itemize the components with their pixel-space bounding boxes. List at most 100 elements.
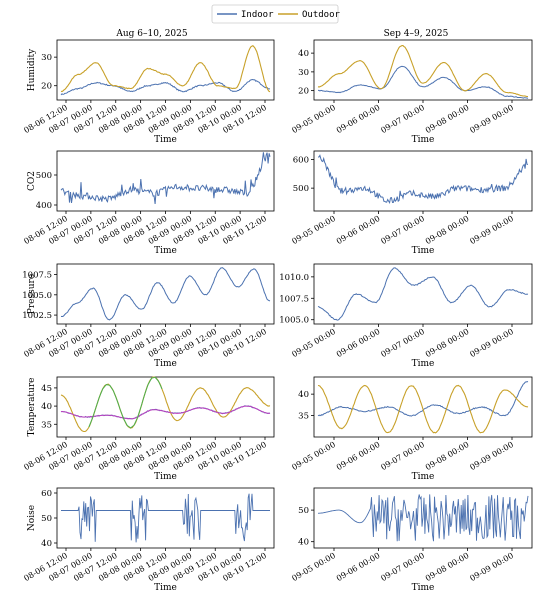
x-tick-label: 09-09 00:00 (468, 103, 515, 135)
x-tick-label: 09-07 00:00 (379, 103, 426, 135)
x-axis-label: Time (154, 472, 177, 482)
plot-frame (313, 150, 533, 212)
x-tick-label: 09-08 00:00 (424, 103, 471, 135)
y-tick-label: 40 (298, 538, 309, 548)
y-tick-label: 50 (298, 506, 309, 516)
series-line-outdoor (317, 45, 528, 98)
series-line-outdoor (317, 384, 529, 434)
plot-frame (313, 376, 533, 438)
rolling-line-indoor (60, 405, 271, 420)
x-tick-label: 09-07 00:00 (379, 327, 426, 359)
column-title-sep: Sep 4–9, 2025 (384, 29, 449, 39)
y-axis-label: Noise (27, 505, 37, 531)
x-axis-label: Time (412, 583, 435, 593)
x-tick-label: 09-09 00:00 (468, 327, 515, 359)
y-tick-label: 1005.0 (279, 316, 309, 326)
y-tick-label: 60 (41, 489, 52, 499)
x-tick-label: 09-09 00:00 (468, 214, 515, 246)
x-tick-label: 09-08 00:00 (424, 214, 471, 246)
y-tick-label: 1010.0 (279, 273, 309, 283)
x-tick-label: 09-06 00:00 (335, 551, 382, 583)
y-tick-label: 1005.0 (22, 291, 52, 301)
y-axis-label: Pressure (27, 274, 37, 314)
x-tick-label: 09-05 00:00 (290, 327, 337, 359)
y-tick-label: 1002.5 (22, 311, 52, 321)
x-tick-label: 09-07 00:00 (379, 551, 426, 583)
plot-frame (56, 263, 275, 325)
series-line-indoor (318, 154, 529, 205)
plot-frame (56, 487, 275, 549)
rolling-line-outdoor (88, 376, 163, 429)
y-tick-label: 40 (41, 539, 52, 549)
y-axis-label: Temperature (27, 378, 37, 437)
y-tick-label: 20 (41, 82, 52, 92)
legend-frame (211, 4, 339, 24)
x-tick-label: 09-06 00:00 (335, 103, 382, 135)
legend-label-outdoor: Outdoor (302, 10, 341, 20)
x-tick-label: 09-08 00:00 (424, 551, 471, 583)
y-tick-label: 30 (298, 68, 309, 78)
plot-frame (56, 150, 275, 212)
x-axis-label: Time (154, 246, 177, 256)
legend: Indoor Outdoor (211, 4, 341, 24)
y-tick-label: 40 (298, 390, 309, 400)
x-tick-label: 09-07 00:00 (379, 214, 426, 246)
y-tick-label: 35 (41, 420, 52, 430)
y-tick-label: 40 (298, 49, 309, 59)
series-line-indoor (60, 152, 271, 205)
y-tick-label: 500 (36, 171, 52, 181)
y-axis-label: Humidity (27, 48, 37, 91)
x-tick-label: 09-06 00:00 (335, 440, 382, 472)
x-axis-label: Time (154, 583, 177, 593)
series-line-indoor (60, 78, 270, 96)
y-tick-label: 30 (41, 53, 52, 63)
x-tick-label: 09-05 00:00 (290, 103, 337, 135)
y-tick-label: 1007.5 (279, 294, 309, 304)
series-line-indoor (318, 65, 529, 99)
plot-frame (56, 39, 275, 101)
x-tick-label: 09-05 00:00 (290, 551, 337, 583)
series-line-indoor (60, 267, 271, 321)
y-tick-label: 50 (41, 514, 52, 524)
x-tick-label: 09-07 00:00 (379, 440, 426, 472)
series-line-indoor (317, 494, 529, 542)
x-tick-label: 09-05 00:00 (290, 440, 337, 472)
plot-frame (313, 39, 533, 101)
series-line-outdoor (60, 45, 271, 93)
y-tick-label: 35 (298, 412, 309, 422)
plot-frame (56, 376, 275, 438)
x-axis-label: Time (412, 135, 435, 145)
y-tick-label: 600 (293, 156, 309, 166)
x-axis-label: Time (154, 359, 177, 369)
y-tick-label: 1007.5 (22, 271, 52, 281)
y-tick-label: 40 (41, 402, 52, 412)
series-line-indoor (61, 493, 270, 543)
plot-frame (313, 263, 533, 325)
x-tick-label: 09-06 00:00 (335, 214, 382, 246)
x-tick-label: 09-06 00:00 (335, 327, 382, 359)
x-tick-label: 09-08 00:00 (424, 440, 471, 472)
x-tick-label: 09-08 00:00 (424, 327, 471, 359)
series-line-indoor (317, 267, 529, 321)
y-tick-label: 500 (293, 184, 309, 194)
x-axis-label: Time (412, 359, 435, 369)
y-tick-label: 400 (36, 201, 52, 211)
y-tick-label: 20 (298, 87, 309, 97)
x-tick-label: 09-09 00:00 (468, 440, 515, 472)
legend-label-indoor: Indoor (241, 10, 274, 20)
x-axis-label: Time (412, 472, 435, 482)
y-tick-label: 45 (41, 384, 52, 394)
x-tick-label: 09-09 00:00 (468, 551, 515, 583)
x-axis-label: Time (412, 246, 435, 256)
